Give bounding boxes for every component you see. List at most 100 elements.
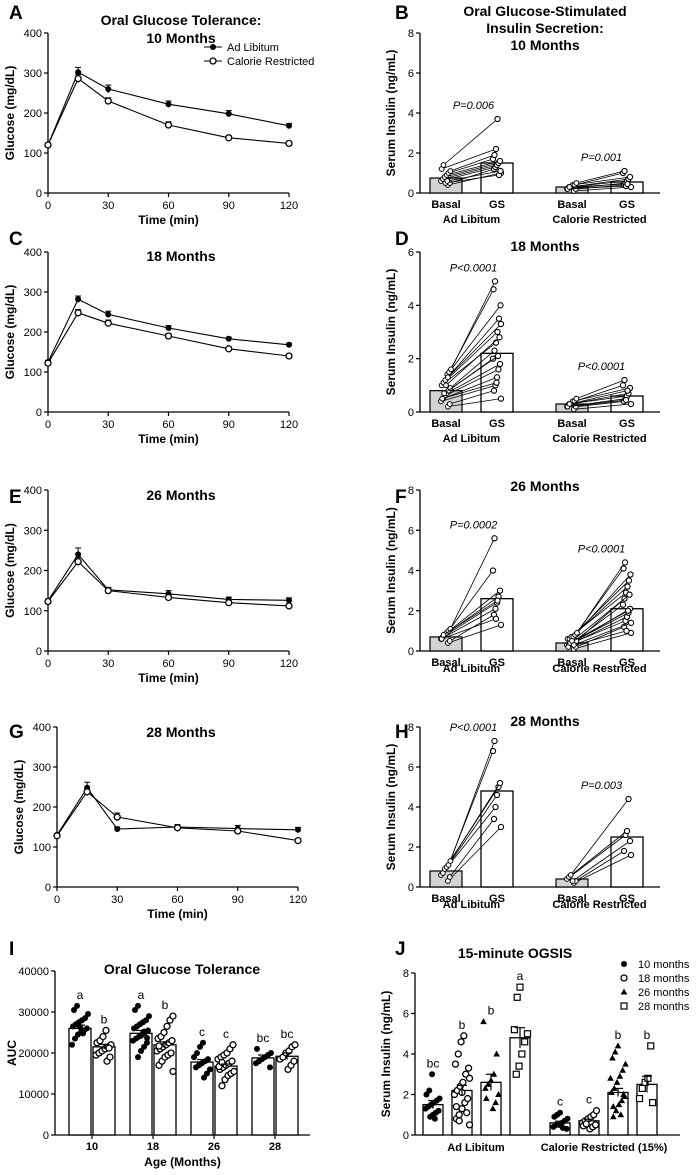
- x-tick-label: 120: [280, 419, 298, 431]
- significance-letter: b: [644, 1028, 651, 1042]
- data-point: [638, 1084, 646, 1093]
- gs-point: [621, 559, 629, 566]
- pair-line: [443, 600, 498, 636]
- significance-letter: b: [488, 1004, 495, 1018]
- pair-line: [573, 186, 632, 192]
- y-tick-label: 2: [408, 148, 414, 160]
- basal-point: [446, 401, 453, 407]
- y-tick-label: 30000: [18, 1007, 49, 1019]
- data-point: [454, 1050, 462, 1058]
- gs-point: [489, 567, 497, 574]
- panel-title: Oral Glucose Tolerance:: [101, 12, 262, 28]
- gs-point: [626, 591, 633, 598]
- data-point: [229, 1041, 237, 1049]
- x-tick-label: 60: [162, 200, 174, 212]
- group-label: Ad Libitum: [447, 1142, 505, 1154]
- pair-line: [576, 379, 625, 400]
- pair-line: [573, 403, 632, 410]
- basal-point: [566, 184, 573, 190]
- pair-line: [571, 594, 630, 642]
- pair-line: [440, 166, 496, 182]
- panel-label: F: [395, 487, 407, 508]
- pair-line: [448, 158, 494, 174]
- y-tick-label: 2: [408, 606, 414, 618]
- pair-line: [441, 342, 497, 386]
- data-point: [459, 1078, 467, 1086]
- x-tick-label: 60: [171, 894, 183, 906]
- gs-point: [627, 400, 635, 408]
- y-tick-label: 10000: [18, 1089, 49, 1101]
- data-point: [267, 1064, 273, 1071]
- basal-point: [573, 180, 580, 186]
- y-tick-label: 6: [408, 247, 414, 259]
- data-point: [647, 1042, 655, 1050]
- data-point: [610, 1113, 617, 1120]
- gs-point: [490, 387, 498, 394]
- group-label: Calorie Restricted (15%): [541, 1142, 668, 1154]
- data-point: [44, 359, 52, 367]
- data-point: [53, 832, 61, 840]
- y-tick-label: 8: [408, 485, 414, 497]
- x-tick-label: GS: [619, 199, 635, 211]
- gs-point: [627, 619, 635, 626]
- legend-label: 10 months: [638, 959, 690, 971]
- gs-point: [622, 396, 630, 404]
- y-axis-label: Glucose (mg/dL): [3, 523, 17, 618]
- gs-point: [619, 382, 627, 389]
- series-line: [47, 71, 290, 146]
- data-point: [160, 1028, 168, 1037]
- y-tick-label: 4: [408, 300, 414, 312]
- legend-label: 28 months: [638, 1001, 690, 1013]
- data-point: [617, 1111, 625, 1118]
- gs-point: [493, 791, 501, 799]
- data-point: [611, 1048, 619, 1055]
- gs-point: [491, 347, 498, 354]
- p-value-label: P=0.0002: [450, 519, 497, 531]
- y-tick-label: 2: [408, 842, 414, 854]
- gs-point: [494, 328, 501, 336]
- data-point: [451, 1060, 460, 1068]
- data-point: [141, 1028, 147, 1035]
- significance-letter: c: [223, 1027, 229, 1041]
- x-tick-label: 0: [54, 894, 60, 906]
- pair-line: [573, 622, 632, 646]
- panel-title: 18 Months: [510, 238, 579, 254]
- pair-line: [442, 376, 498, 400]
- x-tick-label: 30: [102, 200, 114, 212]
- data-point: [591, 1121, 600, 1129]
- gs-point: [493, 374, 501, 381]
- y-tick-label: 100: [24, 606, 42, 618]
- data-point: [168, 1037, 176, 1045]
- x-tick-label: 90: [232, 894, 244, 906]
- data-point: [592, 1107, 601, 1115]
- pair-line: [567, 185, 627, 190]
- x-tick-label: 90: [223, 200, 235, 212]
- basal-point: [444, 178, 451, 184]
- data-point: [295, 826, 301, 833]
- data-point: [618, 1097, 626, 1104]
- pair-line: [444, 368, 499, 397]
- x-axis-label: Time (min): [138, 432, 198, 446]
- x-tick-label: 60: [162, 419, 174, 431]
- pair-line: [572, 176, 631, 186]
- y-axis-label: Glucose (mg/dL): [3, 285, 17, 380]
- data-point: [165, 101, 172, 108]
- x-tick-label: GS: [489, 418, 505, 430]
- pair-line: [441, 148, 497, 170]
- data-point: [44, 141, 52, 149]
- gs-point: [621, 376, 628, 384]
- data-point: [465, 1074, 474, 1082]
- data-point: [622, 1060, 629, 1067]
- gs-point: [621, 167, 628, 175]
- panel-title: Oral Glucose Tolerance: [104, 961, 260, 977]
- data-point: [492, 1099, 499, 1106]
- group-label: Calorie Restricted: [552, 214, 646, 226]
- pair-line: [447, 398, 502, 408]
- y-tick-label: 400: [24, 247, 42, 259]
- legend-marker: [620, 988, 628, 995]
- data-point: [225, 110, 232, 117]
- y-tick-label: 4: [408, 566, 414, 578]
- y-tick-label: 8: [408, 28, 414, 40]
- data-point: [80, 1030, 86, 1037]
- data-point: [167, 1049, 175, 1057]
